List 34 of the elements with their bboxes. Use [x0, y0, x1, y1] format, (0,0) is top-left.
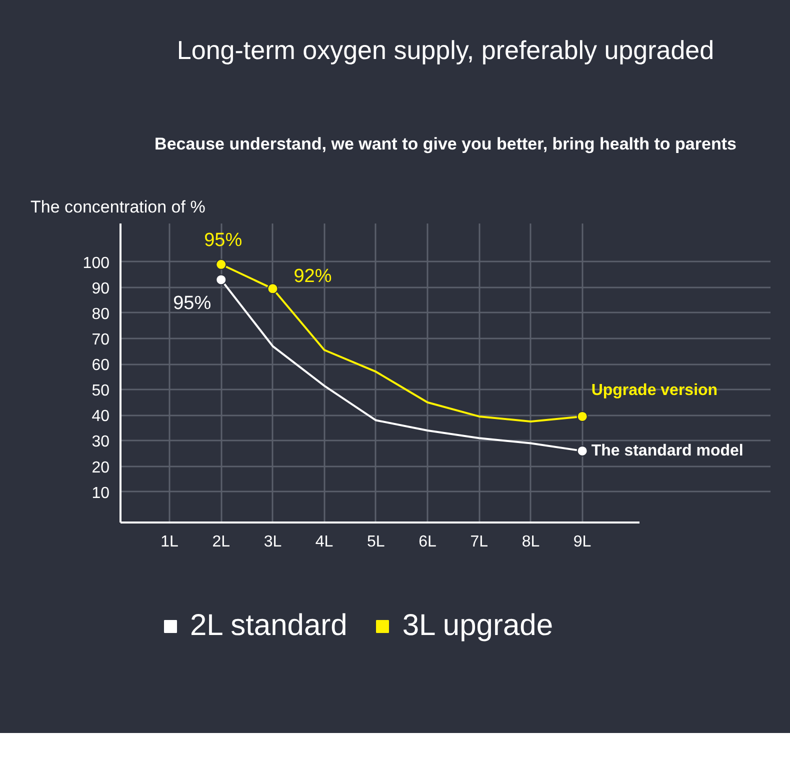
x-tick-label: 5L — [367, 534, 385, 550]
point — [216, 274, 227, 286]
x-tick-label: 3L — [264, 534, 282, 550]
annotation: The standard model — [591, 442, 744, 460]
chart-title: Long-term oxygen supply, preferably upgraded — [176, 35, 714, 65]
x-tick-label: 8L — [522, 534, 540, 550]
chart-subtitle: Because understand, we want to give you better, bring health to parents — [154, 134, 736, 154]
y-axis-title: The concentration of % — [30, 198, 206, 216]
x-tick-label: 6L — [418, 534, 437, 550]
legend-label: 2L standard — [190, 609, 348, 643]
y-tick-label: 20 — [92, 459, 110, 476]
y-tick-label: 50 — [92, 382, 110, 400]
point — [576, 410, 588, 422]
x-tick-label: 9L — [573, 534, 592, 550]
annotation: Upgrade version — [591, 382, 718, 399]
y-tick-label: 90 — [92, 280, 110, 298]
y-tick-label: 80 — [92, 306, 110, 323]
point — [576, 445, 588, 456]
annotation: 95% — [204, 230, 242, 251]
x-tick-label: 2L — [212, 534, 230, 550]
point — [216, 258, 227, 270]
x-tick-label: 4L — [315, 534, 334, 550]
legend-label: 3L upgrade — [402, 609, 554, 643]
y-tick-label: 40 — [92, 408, 110, 426]
x-tick-label: 7L — [470, 534, 488, 550]
annotation: 92% — [294, 266, 332, 288]
point — [267, 283, 278, 294]
y-tick-label: 60 — [92, 357, 110, 374]
y-tick-label: 10 — [92, 484, 110, 502]
y-tick-label: 100 — [82, 254, 110, 272]
y-tick-label: 70 — [92, 332, 110, 348]
x-tick-label: 1L — [160, 534, 179, 550]
y-tick-label: 30 — [92, 434, 110, 451]
annotation: 95% — [173, 293, 212, 314]
